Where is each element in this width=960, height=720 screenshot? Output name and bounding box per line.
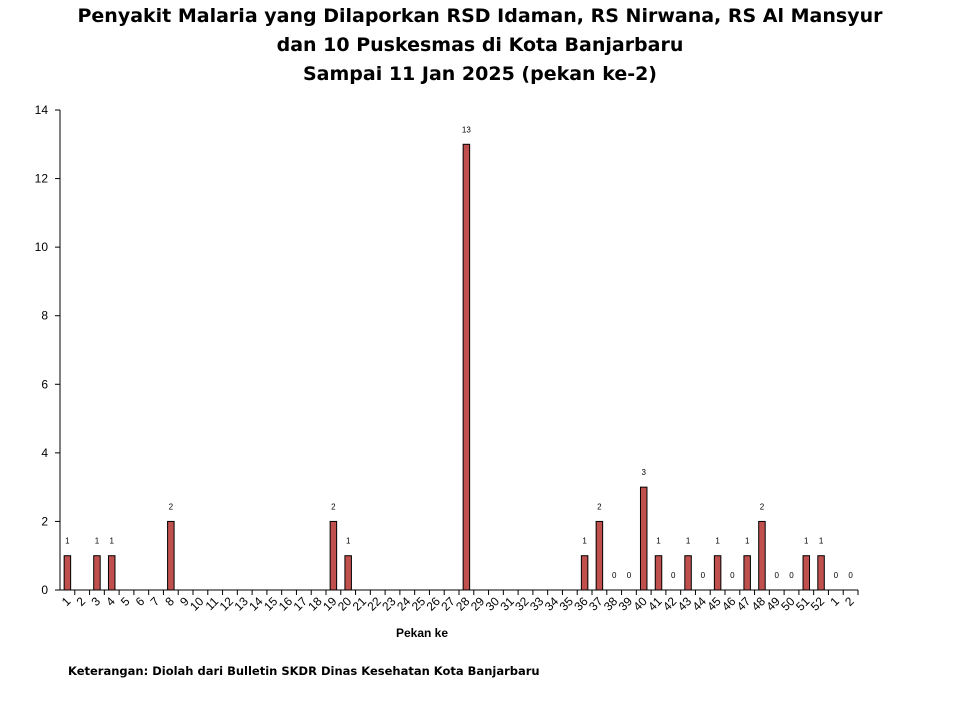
x-tick-label: 2 xyxy=(74,594,89,609)
x-tick-label: 5 xyxy=(118,594,133,609)
data-label: 1 xyxy=(582,537,587,546)
x-tick-label: 52 xyxy=(808,594,828,614)
x-tick-label: 7 xyxy=(148,594,163,609)
data-label: 1 xyxy=(346,537,351,546)
bar xyxy=(344,555,352,591)
data-label: 0 xyxy=(848,571,853,580)
x-tick-label: 2 xyxy=(842,594,857,609)
bar xyxy=(93,555,101,591)
y-tick-label: 12 xyxy=(35,172,49,186)
y-tick-label: 4 xyxy=(41,446,48,460)
x-tick-label: 3 xyxy=(88,594,103,609)
data-label: 1 xyxy=(819,537,824,546)
x-axis-title: Pekan ke xyxy=(396,626,448,640)
data-label: 2 xyxy=(169,502,174,511)
data-label: 1 xyxy=(109,537,114,546)
bar xyxy=(743,555,751,591)
x-tick-label: 8 xyxy=(162,594,177,609)
y-tick-label: 6 xyxy=(41,377,48,391)
bar xyxy=(107,555,116,591)
data-label: 13 xyxy=(462,125,471,134)
bar xyxy=(462,143,471,591)
data-label: 0 xyxy=(701,571,706,580)
chart-title-line-2: dan 10 Puskesmas di Kota Banjarbaru xyxy=(276,34,684,56)
bar xyxy=(329,520,338,591)
y-tick-label: 2 xyxy=(41,514,48,528)
x-tick-label: 1 xyxy=(827,594,842,609)
bar xyxy=(802,555,811,591)
bar xyxy=(817,555,825,591)
x-tick-label: 4 xyxy=(103,594,118,609)
bar xyxy=(639,486,648,591)
data-label: 1 xyxy=(656,537,661,546)
bar xyxy=(684,555,692,591)
y-tick-label: 10 xyxy=(35,240,49,254)
bar xyxy=(654,555,663,591)
data-label: 2 xyxy=(760,502,765,511)
y-tick-label: 8 xyxy=(41,309,48,323)
data-label: 0 xyxy=(730,571,735,580)
x-tick-label: 1 xyxy=(59,594,74,609)
data-label: 0 xyxy=(789,571,794,580)
data-label: 2 xyxy=(597,502,602,511)
bar xyxy=(167,520,175,591)
bar xyxy=(580,555,589,591)
bar xyxy=(63,555,72,591)
chart-title: Penyakit Malaria yang Dilaporkan RSD Ida… xyxy=(0,2,960,89)
data-label: 1 xyxy=(804,537,809,546)
chart-title-line-3: Sampai 11 Jan 2025 (pekan ke-2) xyxy=(302,63,657,85)
y-tick-label: 0 xyxy=(41,583,48,597)
bar xyxy=(758,520,766,591)
chart-title-line-1: Penyakit Malaria yang Dilaporkan RSD Ida… xyxy=(77,5,883,27)
data-label: 3 xyxy=(641,468,646,477)
data-label: 0 xyxy=(612,571,617,580)
y-tick-label: 14 xyxy=(35,103,49,117)
data-label: 0 xyxy=(671,571,676,580)
footnote: Keterangan: Diolah dari Bulletin SKDR Di… xyxy=(68,664,540,678)
data-label: 0 xyxy=(834,571,839,580)
bar xyxy=(595,520,604,591)
bar xyxy=(713,555,722,591)
data-label: 2 xyxy=(331,502,336,511)
data-label: 1 xyxy=(715,537,720,546)
data-label: 1 xyxy=(686,537,691,546)
data-label: 1 xyxy=(745,537,750,546)
data-label: 0 xyxy=(774,571,779,580)
x-tick-label: 6 xyxy=(133,594,148,609)
data-label: 1 xyxy=(65,537,70,546)
data-label: 0 xyxy=(627,571,632,580)
data-label: 1 xyxy=(95,537,100,546)
